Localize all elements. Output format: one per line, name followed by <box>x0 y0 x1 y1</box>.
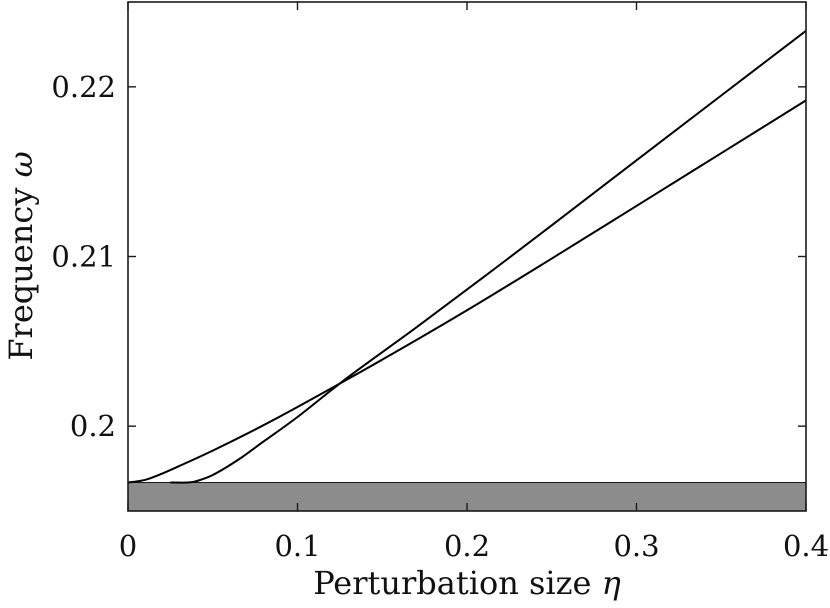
y-axis-label-symbol: ω <box>2 151 40 177</box>
x-tick-label: 0.3 <box>613 529 659 563</box>
x-tick-label: 0 <box>119 529 137 563</box>
x-axis-label-text: Perturbation size <box>313 564 591 602</box>
plot-background <box>128 2 806 511</box>
y-tick-label: 0.21 <box>51 240 116 274</box>
series-line-2 <box>170 30 807 484</box>
y-tick-label: 0.2 <box>70 409 116 443</box>
y-tick-label: 0.22 <box>51 70 116 104</box>
y-axis-label: Frequency ω <box>2 151 40 360</box>
x-tick-label: 0.1 <box>274 529 320 563</box>
y-axis-ticks: 0.2 0.21 0.22 <box>51 70 806 443</box>
x-tick-label: 0.4 <box>783 529 829 563</box>
y-axis-label-text: Frequency <box>2 188 40 361</box>
x-axis-label: Perturbation size η <box>313 564 621 602</box>
x-axis-label-symbol: η <box>602 564 621 602</box>
x-axis-ticks: 0 0.1 0.2 0.3 0.4 <box>119 2 829 563</box>
series-layer <box>127 30 807 484</box>
x-tick-label: 0.2 <box>444 529 490 563</box>
